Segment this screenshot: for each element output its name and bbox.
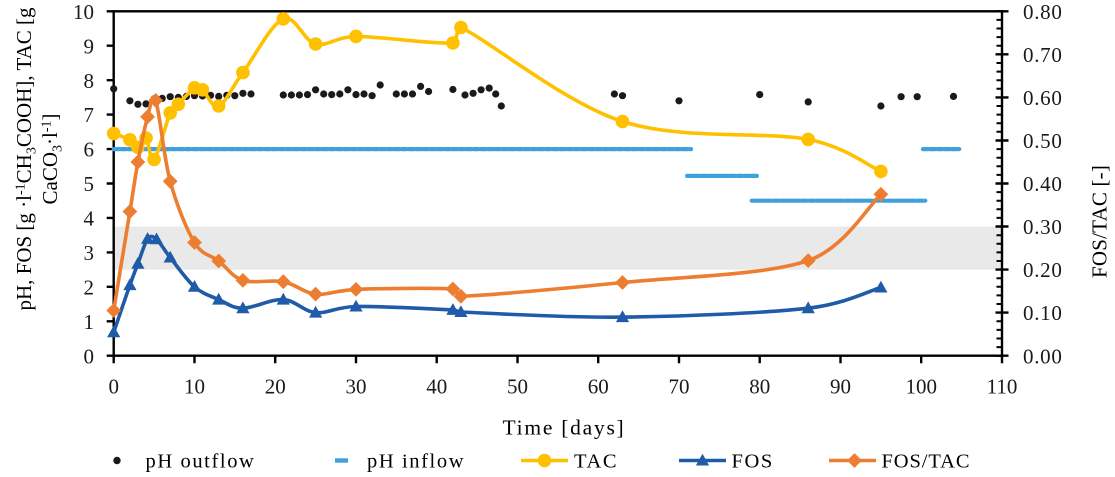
svg-text:1: 1 [84, 310, 95, 334]
svg-text:pH inflow: pH inflow [367, 451, 465, 473]
svg-text:4: 4 [84, 207, 95, 231]
svg-text:0.20: 0.20 [1023, 258, 1063, 282]
svg-text:0.40: 0.40 [1023, 172, 1063, 196]
svg-text:60: 60 [588, 375, 609, 399]
svg-text:0.50: 0.50 [1023, 129, 1063, 153]
svg-text:FOS/TAC [-]: FOS/TAC [-] [1088, 165, 1112, 278]
svg-text:Time [days]: Time [days] [503, 416, 626, 440]
svg-text:40: 40 [426, 375, 447, 399]
svg-text:0: 0 [108, 375, 119, 399]
svg-text:0.60: 0.60 [1023, 86, 1063, 110]
svg-text:9: 9 [84, 34, 95, 58]
svg-text:0.70: 0.70 [1023, 43, 1063, 67]
svg-text:70: 70 [669, 375, 690, 399]
svg-text:20: 20 [265, 375, 286, 399]
svg-text:0.80: 0.80 [1023, 0, 1063, 24]
svg-text:5: 5 [84, 172, 95, 196]
svg-text:FOS/TAC: FOS/TAC [882, 451, 971, 473]
svg-text:30: 30 [346, 375, 367, 399]
svg-text:10: 10 [73, 0, 94, 24]
svg-text:7: 7 [84, 103, 95, 127]
svg-text:pH outflow: pH outflow [146, 451, 256, 473]
svg-text:110: 110 [987, 375, 1018, 399]
svg-text:pH, FOS [g ·l-1CH3COOH], TAC [: pH, FOS [g ·l-1CH3COOH], TAC [g [12, 7, 40, 311]
svg-text:0: 0 [84, 344, 95, 368]
svg-text:0.10: 0.10 [1023, 301, 1063, 325]
svg-text:0.30: 0.30 [1023, 215, 1063, 239]
svg-text:100: 100 [905, 375, 937, 399]
svg-text:3: 3 [84, 241, 95, 265]
svg-text:8: 8 [84, 69, 95, 93]
svg-text:80: 80 [749, 375, 770, 399]
svg-text:FOS: FOS [732, 451, 774, 473]
svg-text:2: 2 [84, 275, 95, 299]
svg-text:50: 50 [507, 375, 528, 399]
svg-text:6: 6 [84, 138, 95, 162]
svg-text:TAC: TAC [574, 451, 618, 473]
svg-text:90: 90 [830, 375, 851, 399]
svg-text:0.00: 0.00 [1023, 344, 1063, 368]
svg-text:10: 10 [184, 375, 205, 399]
